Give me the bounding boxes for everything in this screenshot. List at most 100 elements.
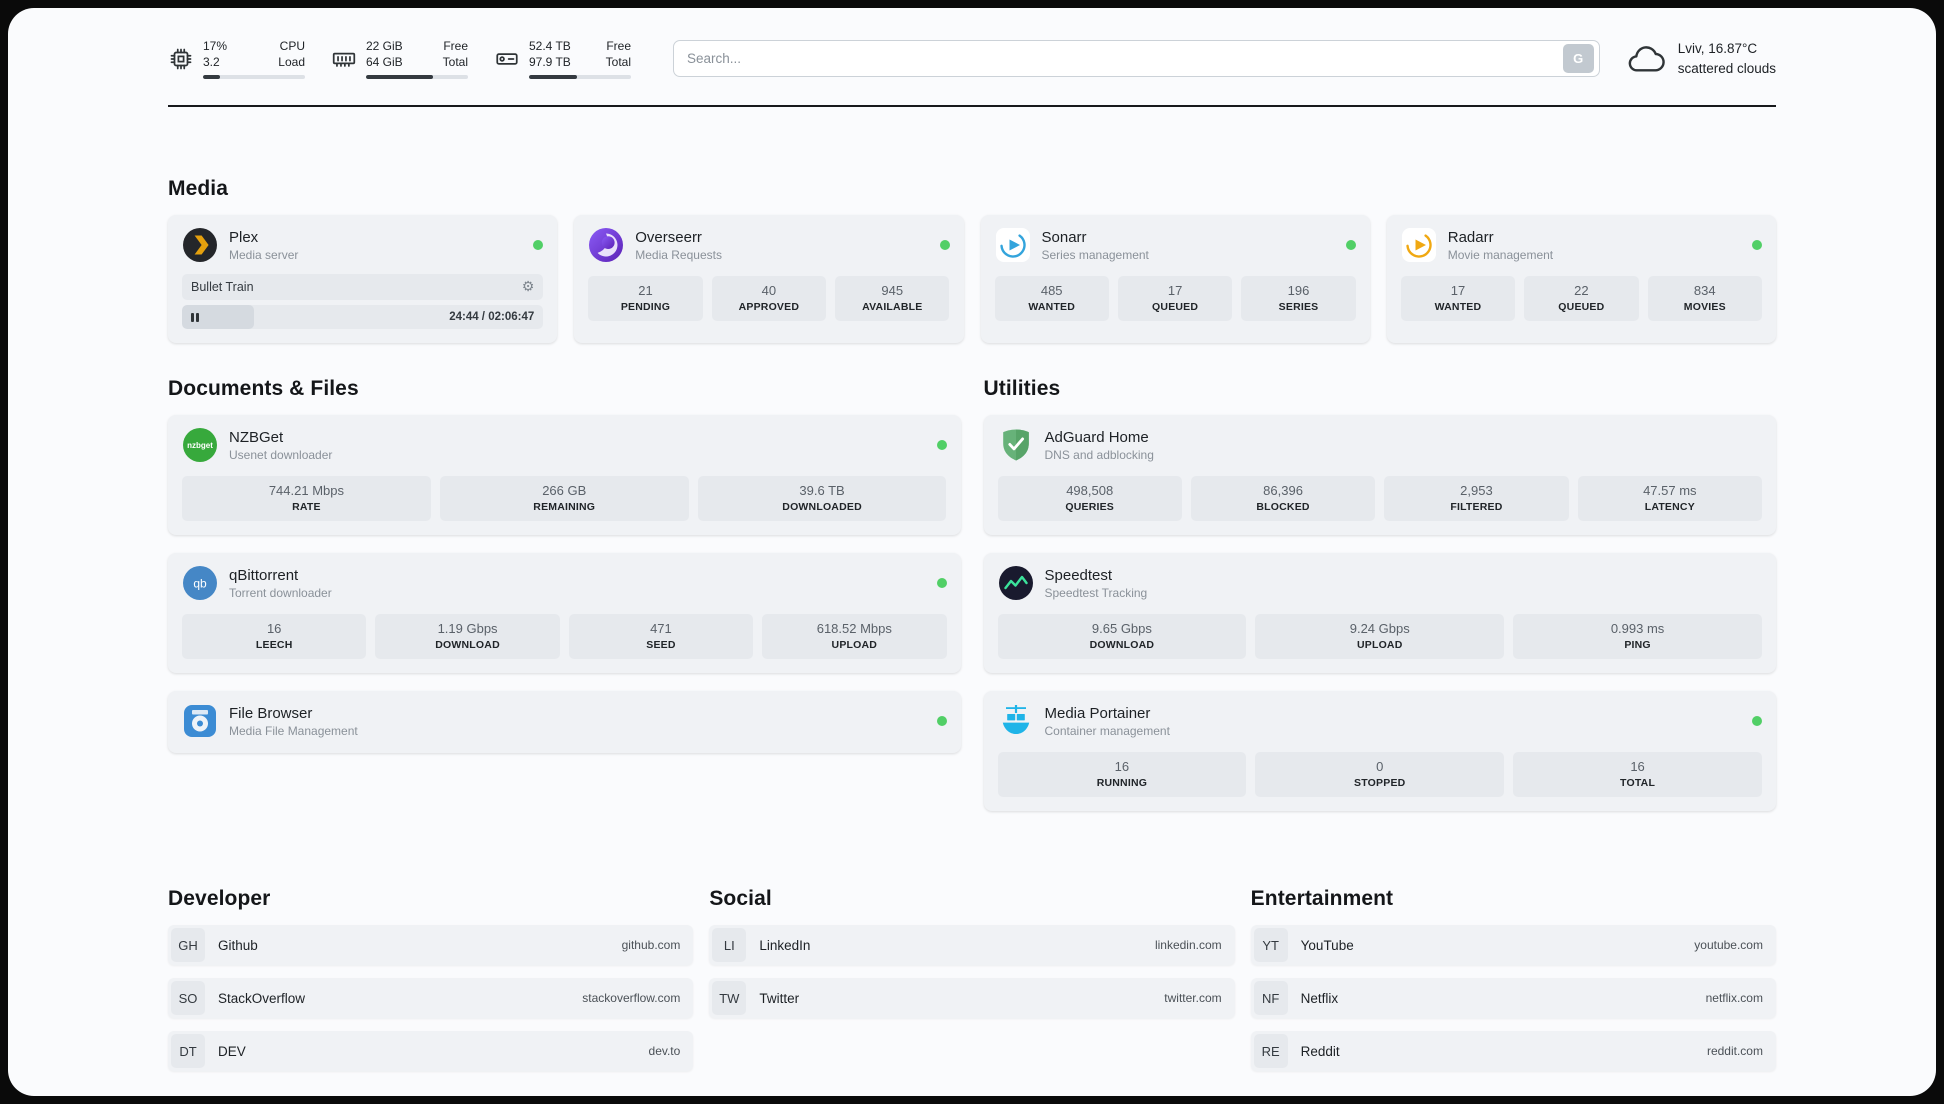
bookmark-url: twitter.com (1164, 991, 1222, 1006)
stat-value: 17 (1450, 283, 1466, 299)
adguard-icon (998, 427, 1034, 463)
stat-value: 618.52 Mbps (816, 621, 892, 637)
topbar: 17% 3.2 CPU Load (168, 8, 1776, 80)
overseerr-stat-approved: 40 APPROVED (711, 276, 827, 322)
pause-icon[interactable] (191, 312, 199, 322)
app-card-speedtest[interactable]: Speedtest Speedtest Tracking 9.65 Gbps D… (983, 553, 1776, 674)
app-card-overseerr[interactable]: Overseerr Media Requests 21 PENDING 40 A… (574, 215, 964, 344)
header-divider (168, 105, 1776, 108)
cpu-load-label: Load (278, 55, 305, 70)
stat-value: 9.24 Gbps (1349, 621, 1410, 637)
stat-value: 47.57 ms (1643, 483, 1697, 499)
cloud-icon (1626, 42, 1668, 76)
cpu-progress-bar (203, 75, 305, 80)
stat-label: DOWNLOAD (435, 639, 500, 652)
bookmark-reddit[interactable]: RE Reddit reddit.com (1250, 1031, 1776, 1072)
settings-icon[interactable]: ⚙ (521, 279, 535, 296)
stat-label: DOWNLOAD (1089, 639, 1155, 652)
app-card-sonarr[interactable]: Sonarr Series management 485 WANTED 17 Q… (980, 215, 1370, 344)
portainer-stat-total: 16 TOTAL (1513, 752, 1762, 798)
stat-label: UPLOAD (1356, 639, 1403, 652)
stat-label: SERIES (1278, 301, 1319, 314)
status-dot-radarr (1752, 240, 1762, 251)
app-card-radarr[interactable]: Radarr Movie management 17 WANTED 22 QUE… (1386, 215, 1776, 344)
status-dot-sonarr (1345, 240, 1356, 251)
qbittorrent-stat-upload: 618.52 Mbps UPLOAD (762, 614, 947, 660)
bookmark-github[interactable]: GH Github github.com (168, 925, 694, 966)
adguard-stat-queries: 498,508 QUERIES (997, 476, 1182, 522)
qbittorrent-icon-text: qb (193, 577, 207, 591)
bookmark-name: LinkedIn (759, 937, 811, 953)
app-card-qbittorrent[interactable]: qb qBittorrent Torrent downloader 16 LEE… (168, 553, 961, 674)
stat-label: LATENCY (1644, 501, 1695, 514)
bookmark-youtube[interactable]: YT YouTube youtube.com (1250, 925, 1776, 966)
plex-icon (182, 227, 218, 263)
stat-label: SEED (646, 639, 676, 652)
app-card-nzbget[interactable]: nzbget NZBGet Usenet downloader 744.21 M… (168, 415, 961, 536)
stat-value: 16 (1114, 759, 1130, 775)
stat-value: 0.993 ms (1610, 621, 1665, 637)
bookmark-url: dev.to (648, 1044, 681, 1059)
bookmark-name: YouTube (1300, 937, 1354, 953)
status-dot-plex (533, 240, 544, 251)
search-input[interactable] (687, 51, 1563, 67)
bookmark-url: linkedin.com (1154, 938, 1222, 953)
app-card-filebrowser[interactable]: File Browser Media File Management (168, 691, 961, 754)
memory-total-value: 64 GiB (366, 55, 403, 70)
bookmark-dev[interactable]: DT DEV dev.to (168, 1031, 694, 1072)
stat-label: TOTAL (1620, 777, 1656, 790)
stat-label: RUNNING (1096, 777, 1148, 790)
app-name-sonarr: Sonarr (1041, 228, 1087, 246)
app-card-plex[interactable]: Plex Media server Bullet Train ⚙ 24:44 /… (168, 215, 558, 344)
app-desc-speedtest: Speedtest Tracking (1044, 585, 1148, 600)
bookmark-abbr: SO (171, 981, 205, 1016)
stat-value: 945 (881, 283, 904, 299)
app-card-portainer[interactable]: Media Portainer Container management 16 … (983, 691, 1776, 812)
memory-free-label: Free (443, 39, 468, 53)
app-desc-qbittorrent: Torrent downloader (229, 585, 332, 600)
disk-free-value: 52.4 TB (529, 39, 571, 53)
dashboard-page: 17% 3.2 CPU Load (8, 8, 1936, 1096)
stat-label: BLOCKED (1256, 501, 1310, 514)
bookmark-netflix[interactable]: NF Netflix netflix.com (1250, 978, 1776, 1019)
cpu-load-value: 3.2 (203, 55, 220, 70)
app-name-filebrowser: File Browser (229, 704, 313, 722)
bookmark-twitter[interactable]: TW Twitter twitter.com (709, 978, 1235, 1019)
app-desc-nzbget: Usenet downloader (229, 447, 333, 462)
qbittorrent-icon: qb (182, 565, 218, 601)
memory-free-value: 22 GiB (366, 39, 403, 53)
bookmark-linkedin[interactable]: LI LinkedIn linkedin.com (709, 925, 1235, 966)
search-engine-button[interactable]: G (1562, 44, 1594, 74)
app-desc-overseerr: Media Requests (635, 247, 722, 262)
memory-progress-bar (366, 75, 468, 80)
developer-bookmarks: Developer GH Github github.com SO StackO… (168, 887, 694, 1084)
app-name-qbittorrent: qBittorrent (229, 566, 299, 584)
bookmark-name: Github (218, 937, 258, 953)
bookmark-name: DEV (218, 1043, 246, 1059)
disk-total-label: Total (605, 55, 631, 70)
section-title-social: Social (709, 887, 772, 911)
weather-widget: Lviv, 16.87°C scattered clouds (1626, 39, 1776, 78)
plex-progress-fill (182, 305, 255, 330)
plex-seek-bar[interactable]: 24:44 / 02:06:47 (182, 305, 544, 330)
stat-label: DOWNLOADED (782, 501, 862, 514)
memory-icon (331, 46, 357, 72)
stat-label: FILTERED (1450, 501, 1503, 514)
bookmark-url: netflix.com (1705, 991, 1763, 1006)
bookmark-stackoverflow[interactable]: SO StackOverflow stackoverflow.com (168, 978, 694, 1019)
bookmark-abbr: YT (1253, 928, 1288, 963)
stat-value: 1.19 Gbps (437, 621, 498, 637)
section-title-entertainment: Entertainment (1250, 887, 1394, 911)
status-dot-qbittorrent (936, 578, 947, 589)
stat-value: 16 (266, 621, 282, 637)
adguard-stat-filtered: 2,953 FILTERED (1384, 476, 1569, 522)
speedtest-stat-download: 9.65 Gbps DOWNLOAD (997, 614, 1247, 660)
social-bookmarks: Social LI LinkedIn linkedin.com TW Twitt… (709, 887, 1235, 1084)
app-card-adguard[interactable]: AdGuard Home DNS and adblocking 498,508 … (983, 415, 1776, 536)
filebrowser-icon (182, 703, 218, 739)
bookmark-abbr: TW (712, 981, 747, 1016)
app-desc-sonarr: Series management (1041, 247, 1149, 262)
weather-condition: scattered clouds (1677, 60, 1776, 76)
cpu-label: CPU (279, 39, 305, 53)
status-dot-portainer (1752, 716, 1762, 727)
